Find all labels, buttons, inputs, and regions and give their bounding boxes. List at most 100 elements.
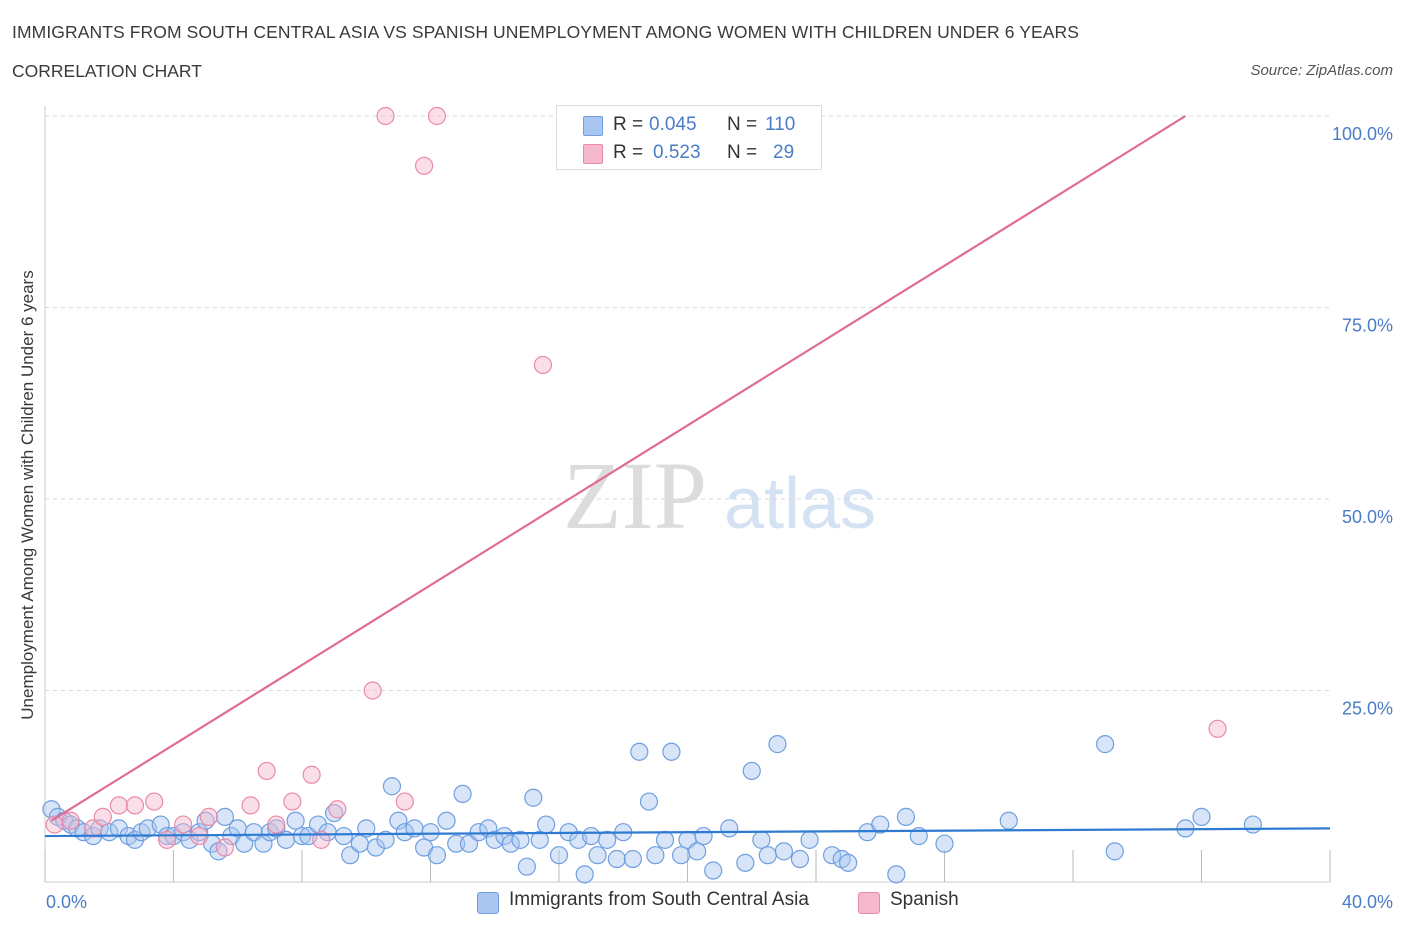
data-point-immigrants — [694, 826, 713, 846]
data-point-immigrants — [822, 846, 842, 865]
stats-swatch-immigrants — [583, 116, 603, 136]
data-point-immigrants — [935, 834, 954, 853]
stats-n-label: N = — [727, 114, 758, 135]
data-point-immigrants — [790, 849, 810, 869]
data-point-immigrants — [1105, 842, 1124, 861]
data-point-immigrants — [704, 861, 723, 880]
data-point-immigrants — [896, 807, 916, 826]
y-tick-labels: 25.0% 50.0% 75.0% 100.0% — [1332, 124, 1393, 719]
data-point-immigrants — [517, 857, 536, 876]
data-point-immigrants — [671, 846, 691, 865]
y-tick-label: 75.0% — [1342, 316, 1393, 336]
data-point-immigrants — [582, 826, 601, 846]
data-point-spanish — [61, 811, 80, 830]
data-point-immigrants — [1243, 815, 1263, 834]
data-point-spanish — [257, 761, 276, 781]
chart-title: IMMIGRANTS FROM SOUTH CENTRAL ASIA VS SP… — [12, 22, 1080, 42]
data-point-immigrants — [768, 735, 787, 754]
x-tick-labels: 0.0% 40.0% — [46, 892, 1393, 912]
data-point-spanish — [174, 815, 193, 834]
legend-label-spanish: Spanish — [890, 889, 959, 910]
data-point-immigrants — [501, 834, 520, 853]
data-point-immigrants — [389, 811, 408, 830]
data-point-immigrants — [190, 823, 209, 842]
data-point-immigrants — [742, 761, 761, 781]
data-point-immigrants — [575, 865, 594, 884]
stats-r-value: 0.045 — [649, 114, 697, 135]
x-tick-label-min: 0.0% — [46, 892, 87, 912]
data-point-immigrants — [758, 846, 777, 865]
legend-label-immigrants: Immigrants from South Central Asia — [509, 889, 809, 910]
data-point-immigrants — [736, 853, 755, 872]
data-point-immigrants — [308, 815, 328, 834]
data-point-immigrants — [292, 826, 312, 846]
data-point-spanish — [157, 830, 177, 849]
data-point-immigrants — [662, 742, 681, 761]
data-point-immigrants — [774, 842, 793, 861]
stats-r-label: R = — [613, 142, 644, 163]
data-point-immigrants — [1096, 735, 1115, 754]
data-point-spanish — [427, 106, 447, 126]
data-point-immigrants — [530, 830, 549, 849]
data-point-immigrants — [109, 819, 128, 838]
data-point-spanish — [93, 807, 112, 826]
data-point-spanish — [267, 815, 286, 834]
data-point-spanish — [363, 681, 382, 700]
data-point-immigrants — [1192, 807, 1211, 826]
data-point-spanish — [376, 106, 395, 126]
stats-r-label: R = — [613, 114, 644, 135]
data-point-immigrants — [524, 788, 543, 807]
watermark-atlas: atlas — [724, 464, 876, 544]
chart-subtitle: CORRELATION CHART — [12, 61, 202, 81]
data-point-immigrants — [630, 742, 649, 761]
gridlines — [45, 115, 1330, 691]
series-immigrants-points — [42, 735, 1263, 884]
data-point-immigrants — [871, 815, 890, 834]
data-point-spanish — [199, 807, 218, 826]
data-point-immigrants — [511, 830, 530, 849]
data-point-immigrants — [350, 834, 369, 853]
data-point-spanish — [302, 765, 321, 784]
watermark-zip: ZIP — [563, 442, 707, 549]
data-point-immigrants — [752, 830, 771, 849]
data-point-spanish — [283, 792, 302, 811]
data-point-spanish — [533, 355, 553, 375]
trend-lines — [44, 115, 1331, 838]
data-point-immigrants — [800, 830, 819, 849]
data-point-immigrants — [421, 823, 440, 842]
data-point-immigrants — [376, 830, 395, 849]
series-spanish-points — [45, 106, 1227, 857]
trend-line-spanish — [50, 115, 1187, 822]
data-point-immigrants — [395, 823, 414, 842]
data-point-immigrants — [588, 846, 607, 865]
stats-n-value: 110 — [765, 114, 796, 135]
data-point-immigrants — [646, 846, 665, 865]
data-point-immigrants — [623, 849, 642, 869]
data-point-immigrants — [334, 826, 353, 846]
data-point-spanish — [1208, 719, 1227, 738]
data-point-immigrants — [469, 823, 488, 842]
stats-n-value: 29 — [773, 142, 795, 163]
source-credit: Source: ZipAtlas.com — [1250, 62, 1393, 79]
y-tick-label: 100.0% — [1332, 124, 1393, 144]
data-point-immigrants — [999, 811, 1018, 830]
x-tick-label-max: 40.0% — [1342, 892, 1393, 912]
legend-swatch-immigrants — [477, 892, 499, 914]
data-point-spanish — [328, 800, 347, 819]
stats-r-value: 0.523 — [653, 142, 701, 163]
data-point-immigrants — [639, 792, 659, 811]
data-point-immigrants — [720, 819, 739, 838]
watermark: ZIP atlas — [563, 442, 876, 549]
data-point-immigrants — [537, 815, 556, 834]
data-point-immigrants — [151, 815, 170, 834]
data-point-immigrants — [549, 846, 569, 865]
data-point-immigrants — [887, 865, 906, 884]
data-point-spanish — [109, 796, 128, 815]
data-point-spanish — [125, 796, 145, 815]
y-tick-label: 50.0% — [1342, 507, 1393, 527]
legend-swatch-spanish — [858, 892, 880, 914]
data-point-immigrants — [427, 846, 447, 865]
data-point-immigrants — [607, 849, 626, 869]
data-point-spanish — [145, 792, 164, 811]
data-point-immigrants — [90, 819, 109, 838]
